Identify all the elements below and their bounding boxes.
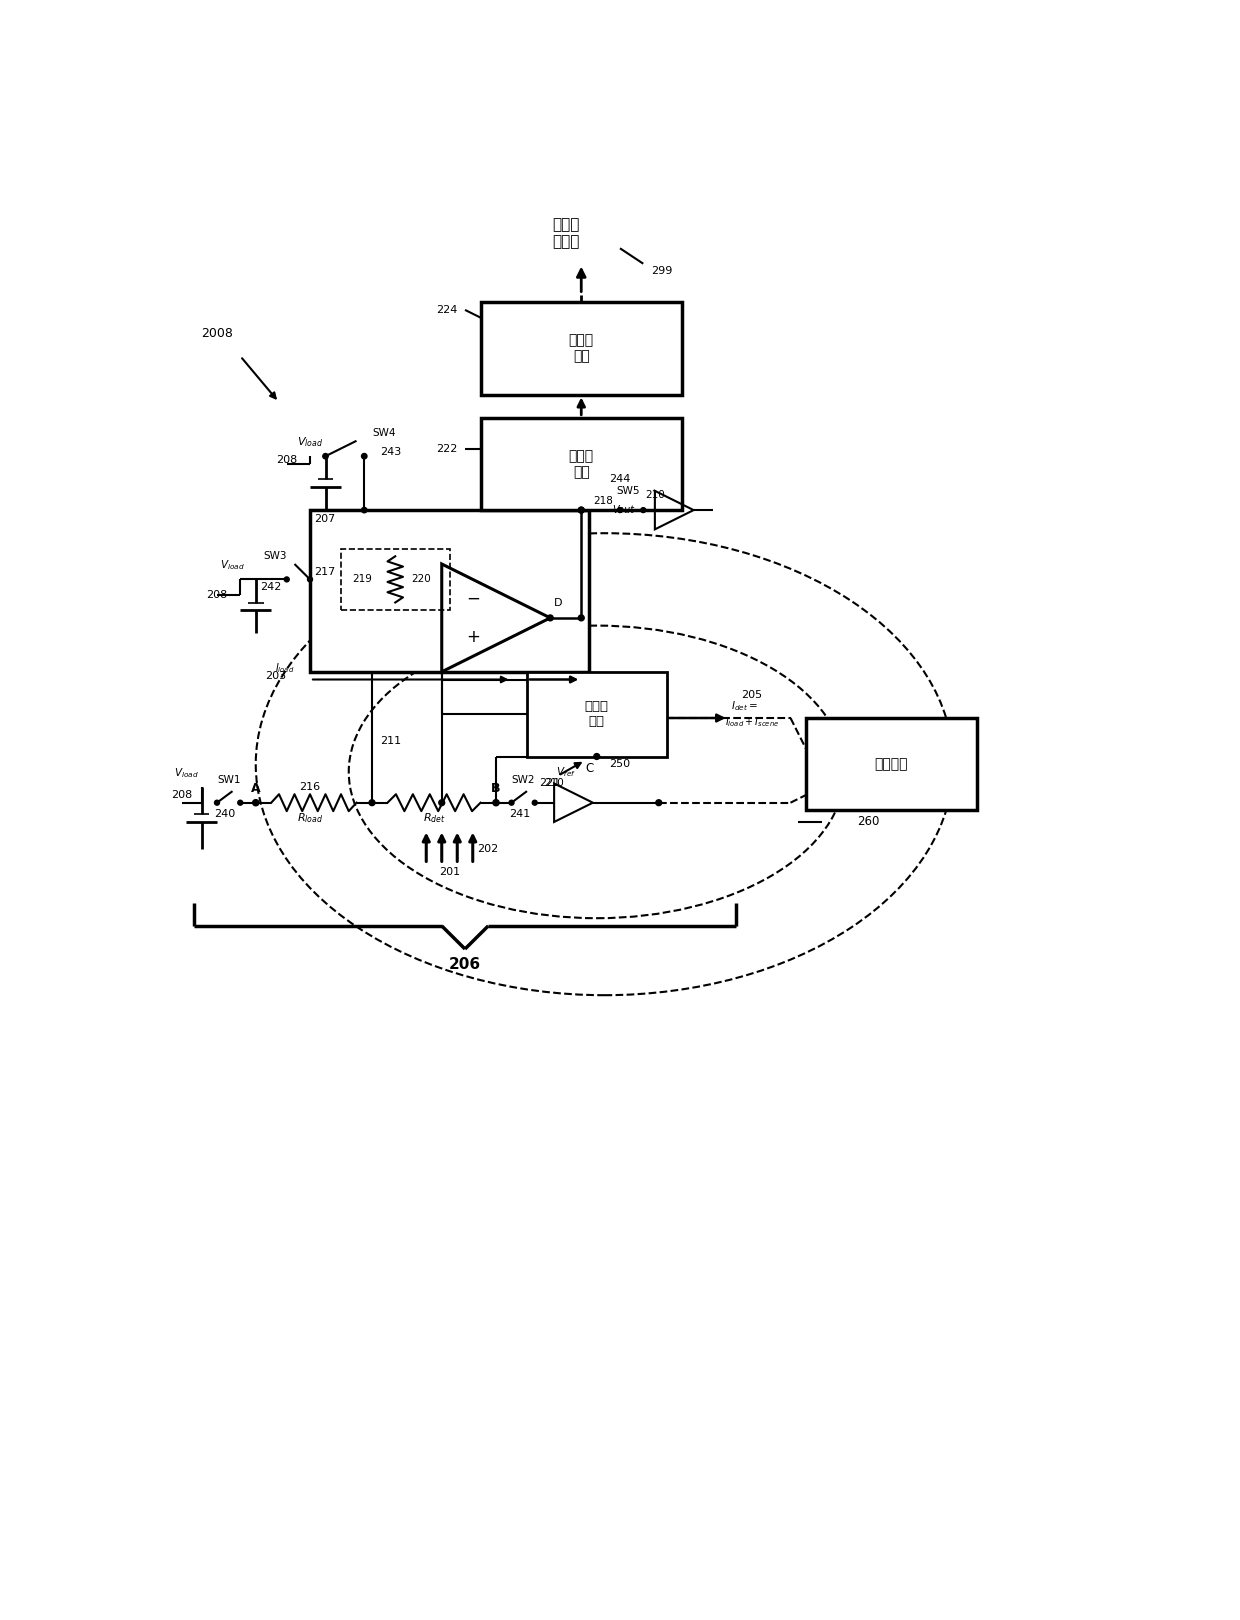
Text: 210: 210 <box>645 489 665 499</box>
Circle shape <box>362 454 367 458</box>
Bar <box>806 718 977 810</box>
Text: 采样和
保持: 采样和 保持 <box>569 334 594 363</box>
Text: 206: 206 <box>449 957 481 972</box>
Circle shape <box>308 577 312 582</box>
Text: SW1: SW1 <box>217 774 241 784</box>
Text: 221: 221 <box>539 779 560 789</box>
Text: 210: 210 <box>544 779 564 789</box>
Text: 218: 218 <box>593 496 613 507</box>
Text: $I_{det}=$: $I_{det}=$ <box>730 700 758 713</box>
Circle shape <box>238 800 243 805</box>
Circle shape <box>215 800 219 805</box>
Circle shape <box>253 800 259 805</box>
Text: $I_{load}$: $I_{load}$ <box>275 661 295 676</box>
Text: 偏移调节: 偏移调节 <box>874 757 908 771</box>
Text: SW2: SW2 <box>511 774 534 784</box>
Text: 250: 250 <box>609 760 631 770</box>
Text: 219: 219 <box>352 575 372 585</box>
Circle shape <box>532 800 537 805</box>
Text: −: − <box>466 590 480 608</box>
Circle shape <box>578 616 584 620</box>
Text: 244: 244 <box>609 475 631 484</box>
Text: Vout: Vout <box>613 505 634 515</box>
Bar <box>527 672 667 757</box>
Circle shape <box>362 507 367 514</box>
Text: 243: 243 <box>379 447 401 457</box>
Text: B: B <box>491 782 501 795</box>
Circle shape <box>618 507 622 512</box>
Circle shape <box>578 507 584 514</box>
Text: $V_{load}$: $V_{load}$ <box>296 434 324 449</box>
Text: SW4: SW4 <box>372 428 396 437</box>
Text: 208: 208 <box>171 791 192 800</box>
Text: 241: 241 <box>508 810 529 820</box>
Circle shape <box>439 800 445 805</box>
Text: 模拟输
出信号: 模拟输 出信号 <box>552 217 579 249</box>
Circle shape <box>641 507 646 512</box>
Bar <box>341 549 449 611</box>
Text: 242: 242 <box>260 582 281 591</box>
Text: $R_{load}$: $R_{load}$ <box>296 812 324 825</box>
Text: $R_{det}$: $R_{det}$ <box>423 812 445 825</box>
Bar <box>481 303 682 395</box>
Bar <box>481 418 682 510</box>
Text: 211: 211 <box>379 735 401 747</box>
Circle shape <box>370 800 374 805</box>
Text: 240: 240 <box>215 810 236 820</box>
Text: $V_{ref}$: $V_{ref}$ <box>556 765 575 779</box>
Text: A: A <box>250 782 260 795</box>
Text: $V_{load}$: $V_{load}$ <box>221 557 244 572</box>
Text: 299: 299 <box>651 266 672 277</box>
Text: 217: 217 <box>314 567 335 577</box>
Text: 201: 201 <box>439 867 460 876</box>
Circle shape <box>492 800 498 805</box>
Circle shape <box>594 753 600 760</box>
Text: 低通滤
波器: 低通滤 波器 <box>569 449 594 480</box>
Circle shape <box>284 577 289 582</box>
Text: 202: 202 <box>477 844 498 854</box>
Text: 222: 222 <box>436 444 458 454</box>
Text: 260: 260 <box>857 815 879 828</box>
Bar <box>310 510 589 672</box>
Text: D: D <box>554 598 562 608</box>
Circle shape <box>547 616 553 620</box>
Text: 203: 203 <box>265 671 286 680</box>
Text: 207: 207 <box>314 514 335 523</box>
Circle shape <box>656 800 662 805</box>
Text: 205: 205 <box>742 690 763 700</box>
Text: SW3: SW3 <box>263 551 286 561</box>
Text: 224: 224 <box>436 305 458 314</box>
Text: 可变电
压源: 可变电 压源 <box>585 700 609 727</box>
Text: $I_{load}+I_{scene}$: $I_{load}+I_{scene}$ <box>724 714 779 729</box>
Text: SW5: SW5 <box>616 486 640 496</box>
Text: 208: 208 <box>277 455 298 465</box>
Circle shape <box>578 507 584 514</box>
Text: 208: 208 <box>206 590 228 599</box>
Text: +: + <box>466 629 480 646</box>
Circle shape <box>508 800 515 805</box>
Text: 220: 220 <box>410 575 430 585</box>
Circle shape <box>322 454 329 458</box>
Text: $V_{load}$: $V_{load}$ <box>174 766 198 779</box>
Text: 216: 216 <box>299 782 321 792</box>
Text: 2008: 2008 <box>201 327 233 340</box>
Text: C: C <box>585 761 593 774</box>
